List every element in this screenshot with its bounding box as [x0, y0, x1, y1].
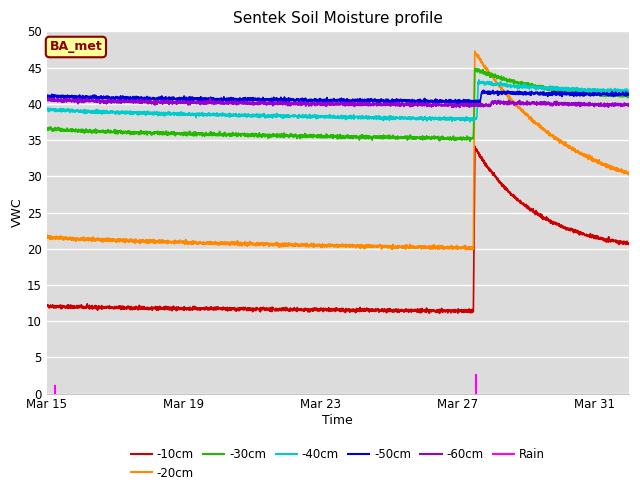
Y-axis label: VWC: VWC: [11, 198, 24, 228]
X-axis label: Time: Time: [323, 414, 353, 427]
Text: BA_met: BA_met: [49, 40, 102, 53]
Legend: -10cm, -20cm, -30cm, -40cm, -50cm, -60cm, Rain: -10cm, -20cm, -30cm, -40cm, -50cm, -60cm…: [126, 443, 550, 480]
Title: Sentek Soil Moisture profile: Sentek Soil Moisture profile: [233, 11, 443, 26]
